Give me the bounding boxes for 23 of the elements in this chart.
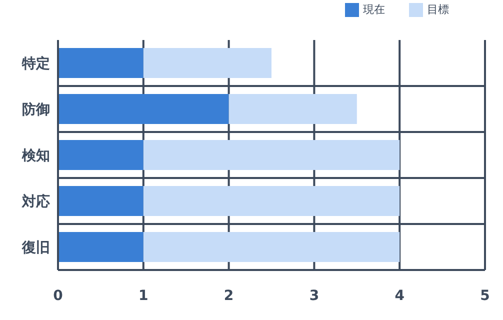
y-tick-label: 復旧: [21, 240, 50, 256]
bar: [228, 94, 357, 124]
bar: [58, 94, 229, 124]
y-tick-label: 防御: [22, 100, 50, 118]
x-tick-label: 5: [480, 288, 490, 304]
bar: [58, 48, 144, 78]
bar: [58, 232, 144, 262]
x-tick-label: 1: [138, 288, 148, 304]
x-tick-label: 4: [394, 288, 405, 304]
legend-label: 目標: [427, 3, 449, 16]
y-tick-label: 特定: [21, 54, 50, 72]
bar: [143, 140, 400, 170]
x-tick-label: 2: [224, 288, 234, 304]
bar: [58, 140, 144, 170]
x-tick-label: 0: [53, 288, 64, 304]
legend-label: 現在: [363, 3, 385, 16]
x-tick-label: 3: [309, 288, 320, 304]
bar: [143, 48, 272, 78]
bar: [58, 186, 144, 216]
y-tick-label: 検知: [21, 148, 50, 164]
bar: [143, 232, 400, 262]
y-tick-label: 対応: [21, 192, 50, 210]
bar: [143, 186, 400, 216]
